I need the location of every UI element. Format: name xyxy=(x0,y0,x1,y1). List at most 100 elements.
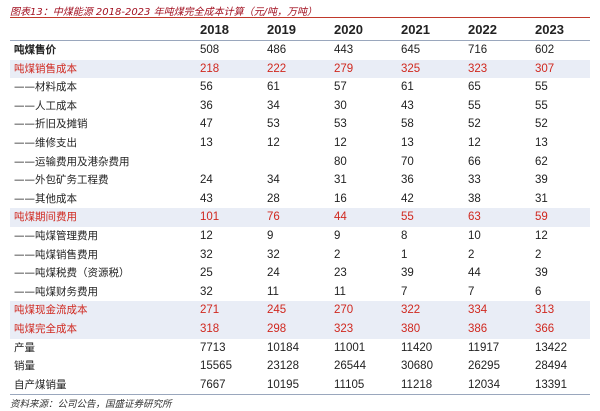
value-cell: 65 xyxy=(468,81,481,94)
value-cell: 11 xyxy=(267,285,279,298)
value-cell: 33 xyxy=(468,174,481,187)
value-cell: 12 xyxy=(334,136,347,149)
value-cell: 218 xyxy=(188,59,255,79)
value-cell: 56 xyxy=(200,81,213,94)
value-cell: 245 xyxy=(255,301,322,320)
table-row: 吨煤现金流成本 271 245 270 322 334 313 xyxy=(10,301,590,320)
value-cell: 55 xyxy=(468,99,481,112)
value-cell: 13 xyxy=(200,136,213,149)
value-cell: 8 xyxy=(401,229,408,242)
value-cell: 39 xyxy=(401,267,414,280)
value-cell: 10184 xyxy=(267,341,299,354)
value-cell: 58 xyxy=(401,118,414,131)
value-cell: 508 xyxy=(200,44,220,56)
value-cell: 270 xyxy=(322,301,389,320)
value-cell: 23128 xyxy=(267,360,299,373)
value-cell: 13422 xyxy=(535,341,567,354)
value-cell: 13391 xyxy=(523,375,590,396)
value-cell: 80 xyxy=(334,155,347,168)
value-cell: 7 xyxy=(468,285,475,298)
value-cell: 44 xyxy=(322,208,389,227)
table-row: 吨煤售价 508 486 443 645 716 602 xyxy=(10,41,590,60)
value-cell: 34 xyxy=(267,99,280,112)
value-cell: 307 xyxy=(523,59,590,79)
value-cell: 61 xyxy=(401,81,414,94)
value-cell: 645 xyxy=(401,44,421,56)
value-cell: 101 xyxy=(188,208,255,227)
table-row: 销量 15565 23128 26544 30680 26295 28494 xyxy=(10,357,590,376)
value-cell: 386 xyxy=(456,319,523,339)
header-row: 2018 2019 2020 2021 2022 2023 xyxy=(10,20,590,41)
value-cell: 61 xyxy=(267,81,280,94)
table-row: 吨煤期间费用 101 76 44 55 63 59 xyxy=(10,208,590,227)
row-label: ——吨煤税费（资源税） xyxy=(14,267,130,280)
figure-title: 图表13：中煤能源 2018-2023 年吨煤完全成本计算（元/吨，万吨） xyxy=(10,7,317,18)
value-cell: 42 xyxy=(401,192,414,205)
value-cell: 318 xyxy=(188,319,255,339)
value-cell xyxy=(188,153,255,172)
value-cell: 13 xyxy=(535,136,548,149)
row-label: 吨煤售价 xyxy=(14,44,56,56)
table-row: ——外包矿务工程费 24 34 31 36 33 39 xyxy=(10,171,590,190)
value-cell: 10 xyxy=(468,229,481,242)
value-cell: 2 xyxy=(334,248,341,261)
cost-table: 2018 2019 2020 2021 2022 2023 吨煤售价 508 486… xyxy=(10,20,590,396)
value-cell: 26295 xyxy=(468,360,500,373)
value-cell: 30 xyxy=(334,99,347,112)
table-row: ——维修支出 13 12 12 13 12 13 xyxy=(10,134,590,153)
value-cell: 325 xyxy=(389,59,456,79)
value-cell: 11917 xyxy=(468,341,500,354)
value-cell: 31 xyxy=(535,192,548,205)
row-label: 吨煤现金流成本 xyxy=(10,301,188,320)
row-label: 吨煤期间费用 xyxy=(10,208,188,227)
row-label: ——折旧及摊销 xyxy=(14,118,88,131)
value-cell: 1 xyxy=(401,248,408,261)
value-cell: 322 xyxy=(389,301,456,320)
value-cell: 323 xyxy=(322,319,389,339)
value-cell: 43 xyxy=(200,192,213,205)
value-cell: 31 xyxy=(334,174,347,187)
value-cell: 39 xyxy=(535,174,548,187)
row-label: ——外包矿务工程费 xyxy=(14,174,109,187)
title-rule xyxy=(10,17,590,18)
value-cell: 716 xyxy=(468,44,488,56)
table-row: ——吨煤税费（资源税） 25 24 23 39 44 39 xyxy=(10,264,590,283)
row-label: 吨煤销售成本 xyxy=(10,59,188,79)
value-cell: 298 xyxy=(255,319,322,339)
value-cell: 52 xyxy=(535,118,548,131)
table-row: ——吨煤管理费用 12 9 9 8 10 12 xyxy=(10,227,590,246)
value-cell: 2 xyxy=(535,248,542,261)
value-cell: 62 xyxy=(535,155,548,168)
table-row: ——折旧及摊销 47 53 53 58 52 52 xyxy=(10,115,590,134)
value-cell: 53 xyxy=(267,118,280,131)
value-cell: 26544 xyxy=(334,360,366,373)
value-cell: 23 xyxy=(334,267,347,280)
value-cell: 32 xyxy=(267,248,280,261)
source-note: 资料来源：公司公告，国盛证券研究所 xyxy=(10,399,172,410)
value-cell: 15565 xyxy=(200,360,232,373)
value-cell: 11001 xyxy=(334,341,366,354)
row-label: ——其他成本 xyxy=(14,192,77,205)
value-cell: 34 xyxy=(267,174,280,187)
header-label-cell xyxy=(10,20,188,41)
value-cell: 76 xyxy=(255,208,322,227)
value-cell: 334 xyxy=(456,301,523,320)
value-cell: 7713 xyxy=(200,341,226,354)
row-label: ——吨煤财务费用 xyxy=(14,285,98,298)
row-label: ——维修支出 xyxy=(14,136,77,149)
value-cell: 24 xyxy=(267,267,280,280)
row-label: ——运输费用及港杂费用 xyxy=(14,155,130,168)
value-cell: 25 xyxy=(200,267,213,280)
row-label: ——吨煤管理费用 xyxy=(14,229,98,242)
year-header: 2019 xyxy=(255,20,322,41)
value-cell: 28494 xyxy=(535,360,567,373)
table-body: 吨煤售价 508 486 443 645 716 602 吨煤销售成本 218 222 279 325… xyxy=(10,41,590,396)
value-cell: 36 xyxy=(200,99,213,112)
value-cell: 222 xyxy=(255,59,322,79)
value-cell: 55 xyxy=(535,81,548,94)
value-cell: 28 xyxy=(267,192,280,205)
value-cell: 12 xyxy=(267,136,280,149)
value-cell: 32 xyxy=(200,248,213,261)
value-cell: 271 xyxy=(188,301,255,320)
row-label: 销量 xyxy=(14,360,35,373)
